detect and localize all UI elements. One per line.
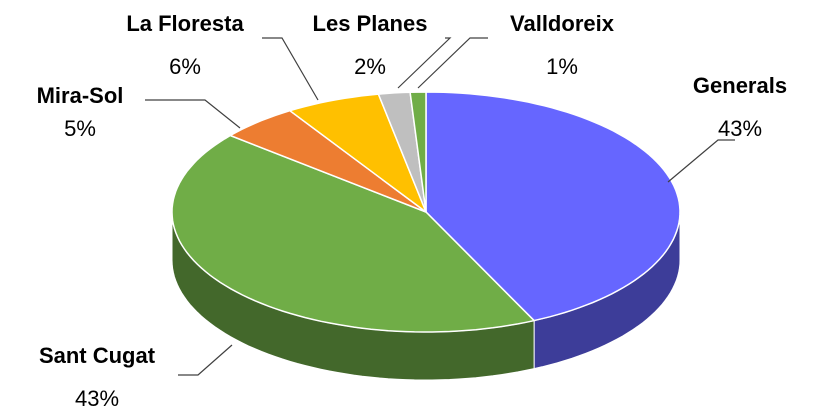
data-label-value: 43% (75, 386, 119, 411)
leader-line (145, 99, 241, 129)
data-label-name: Mira-Sol (37, 83, 124, 108)
data-label-name: Generals (693, 73, 787, 98)
data-label-name: Sant Cugat (39, 343, 156, 368)
slice (288, 93, 428, 215)
slice (171, 134, 536, 333)
slice (228, 109, 427, 213)
data-label-name: Les Planes (313, 11, 428, 36)
data-label-value: 43% (718, 116, 762, 141)
leader-line (262, 37, 319, 101)
slice (425, 91, 681, 322)
leader-line (667, 139, 735, 183)
data-label-name: Valldoreix (510, 11, 615, 36)
data-label-value: 6% (169, 54, 201, 79)
leader-line (417, 37, 488, 89)
data-label-value: 5% (64, 116, 96, 141)
leader-line (178, 344, 233, 376)
data-label-name: La Floresta (126, 11, 244, 36)
data-label-value: 1% (546, 54, 578, 79)
slice (409, 91, 427, 213)
data-label-value: 2% (354, 54, 386, 79)
leader-line (397, 37, 452, 89)
